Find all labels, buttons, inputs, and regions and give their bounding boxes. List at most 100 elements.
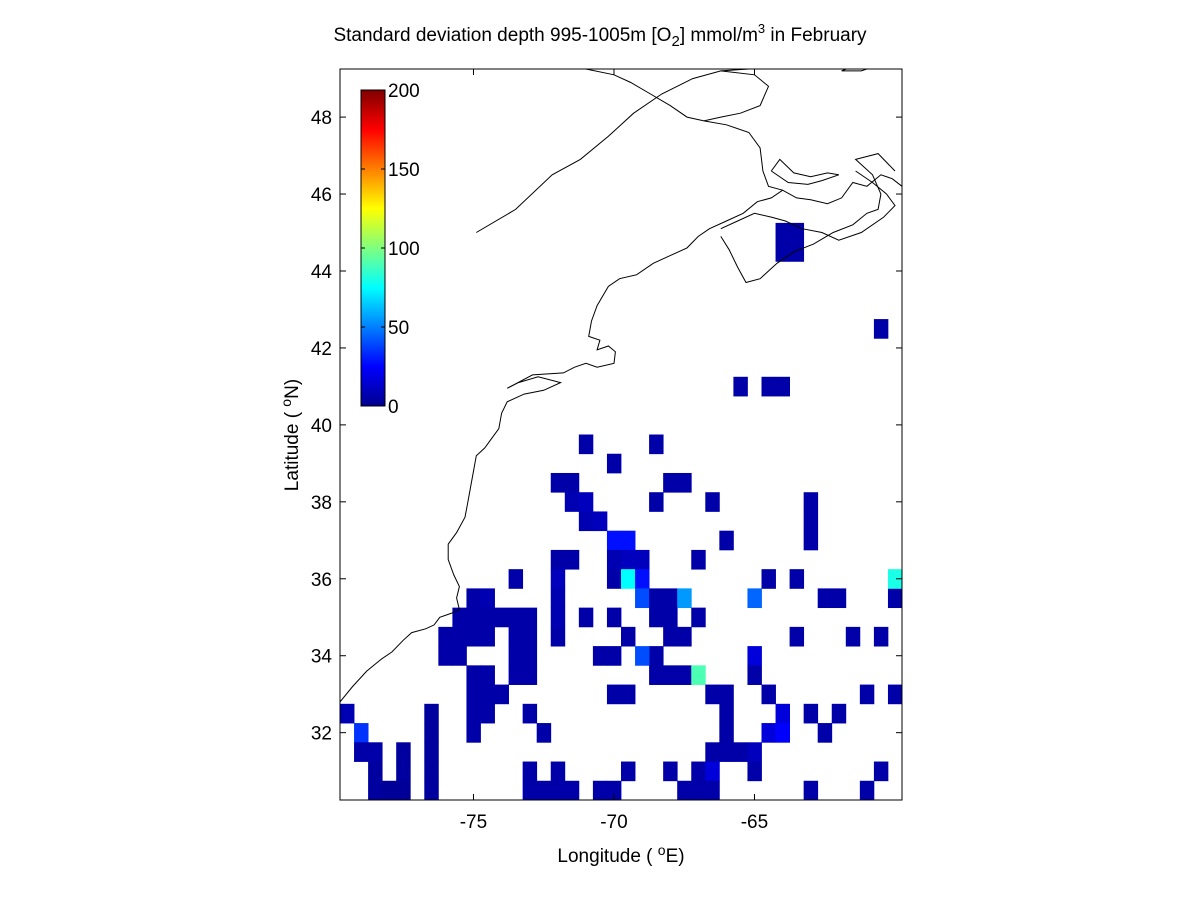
heatmap-cell [677,665,692,685]
heatmap-cell [522,703,538,724]
heatmap-cell [578,511,594,532]
chart-title-subscript: 2 [671,33,680,50]
heatmap-cell [747,665,762,685]
heatmap-cell [564,549,580,570]
coastline-segment [720,153,896,284]
heatmap-cell [747,588,762,609]
heatmap-cell [396,780,411,800]
coastline-segment [476,69,749,233]
heatmap-cell [649,434,664,455]
heatmap-cell [508,626,524,647]
heatmap-cell [494,607,509,628]
heatmap-cell [508,569,524,589]
coastline-segment [340,174,902,703]
heatmap-cell [424,703,439,724]
chart-title-middle: ] mmol/m [679,25,758,46]
heatmap-cell [522,665,538,685]
heatmap-cell [705,492,720,512]
heatmap-cell [522,626,538,647]
heatmap-cell [480,665,495,685]
heatmap-cell [438,646,453,666]
heatmap-cell [522,646,538,666]
x-axis-label-prefix: Longitude ( [557,846,658,867]
y-tick-label: 46 [311,185,332,206]
heatmap-cell [705,684,720,705]
heatmap-cell [550,607,566,628]
x-axis-label-degree: o [657,842,666,858]
heatmap-cell [789,626,805,647]
heatmap-cell [452,626,467,647]
coastline [340,69,902,703]
heatmap-cell [663,472,678,493]
chart-title-suffix: in February [765,25,867,46]
heatmap-cell [705,761,720,782]
x-tick-label: -75 [460,812,487,833]
heatmap-cell [691,607,706,628]
heatmap-cell [550,472,566,493]
y-axis-label-prefix: Latitude ( [282,406,303,492]
heatmap-cell [480,607,495,628]
heatmap-cell [606,530,622,551]
y-tick-label: 34 [311,647,333,668]
heatmap-cell [564,780,580,800]
y-tick-label: 42 [311,339,332,360]
heatmap-cell [719,723,734,743]
heatmap-cell [621,684,636,705]
colorbar: 0 50 100 150 200 [360,81,420,418]
heatmap-cell [691,761,706,782]
heatmap-cell [845,626,861,647]
heatmap-cell [592,646,608,666]
heatmap-cell [831,588,847,609]
chart-title-superscript: 3 [757,21,766,36]
heatmap-cell [452,646,467,666]
heatmap-cell [354,742,369,762]
heatmap-cell [480,626,495,647]
heatmap-cell [340,703,355,724]
heatmap-cell [578,492,594,512]
heatmap-cell [663,607,678,628]
heatmap-cell [564,472,580,493]
heatmap-cell [803,780,819,800]
heatmap-cell [592,780,608,800]
y-tick-label: 32 [311,724,332,745]
heatmap-cell [522,780,538,800]
heatmap-cell [705,742,720,762]
heatmap-cell [691,549,706,570]
heatmap-cell [803,511,819,532]
heatmap-cell [663,761,678,782]
heatmap-cell [663,626,678,647]
heatmap-cell [761,723,776,743]
x-axis-label: Longitude ( oE) [340,842,902,868]
heatmap-cell [550,626,566,647]
heatmap-cell [438,626,453,647]
heatmap-cell [691,780,706,800]
heatmap-cell [817,723,833,743]
heatmap-cell [424,723,439,743]
heatmap-cell [368,742,383,762]
heatmap-cell [606,453,622,474]
heatmap-cell [606,646,622,666]
colorbar-tick-label: 200 [388,81,420,102]
heatmap-cell [621,530,636,551]
heatmap-cell [775,376,790,397]
coastline-segment [770,158,839,185]
y-tick-label: 48 [311,108,332,129]
heatmap-cell [606,569,622,589]
heatmap-cell [424,780,439,800]
heatmap-cell [719,684,734,705]
colorbar-tick-label: 150 [388,160,420,181]
heatmap-cell [368,780,383,800]
heatmap-cell [606,780,622,800]
heatmap-cell [536,723,552,743]
heatmap-cell [775,703,790,724]
heatmap-cell [775,723,790,743]
y-tick-label: 40 [311,416,332,437]
heatmap-cell [789,569,805,589]
heatmap-cell [831,703,847,724]
heatmap-cell [677,626,692,647]
y-tick-label: 36 [311,570,332,591]
heatmap-cell [466,588,481,609]
heatmap-cell [635,569,650,589]
heatmap-cell [621,569,636,589]
